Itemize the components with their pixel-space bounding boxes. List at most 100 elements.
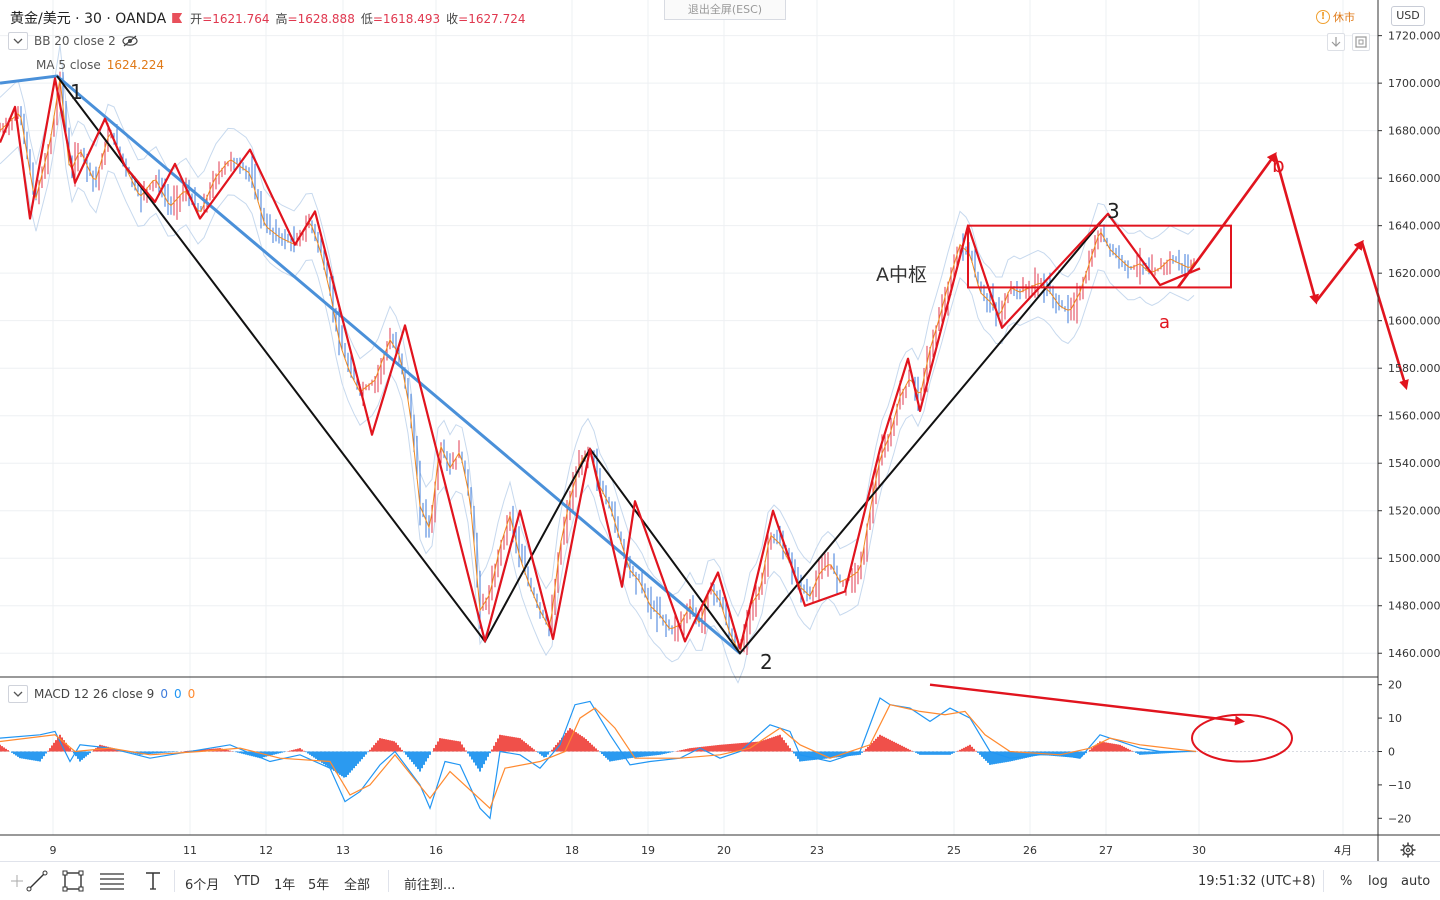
price-tick-label: 1640.000 bbox=[1388, 220, 1440, 233]
projection-arrow bbox=[1360, 241, 1409, 391]
toolbar-separator bbox=[1323, 870, 1324, 892]
macd-hist-value: 0 bbox=[187, 687, 196, 701]
gear-icon[interactable] bbox=[1400, 842, 1416, 858]
price-tick-label: 1680.000 bbox=[1388, 125, 1440, 138]
range-5y-button[interactable]: 5年 bbox=[308, 878, 330, 893]
toolbar-separator bbox=[174, 870, 175, 892]
zhongshu-label: A中枢 bbox=[876, 264, 927, 286]
grid-lines bbox=[0, 0, 1378, 835]
wave-label-3: 3 bbox=[1107, 199, 1120, 223]
projection-arrow bbox=[1314, 239, 1364, 303]
macd-tick-label: 0 bbox=[1388, 745, 1395, 758]
time-tick-label: 27 bbox=[1099, 844, 1113, 857]
macd-tick-label: −20 bbox=[1388, 812, 1411, 825]
range-all-button[interactable]: 全部 bbox=[344, 878, 371, 893]
clock-display[interactable]: 19:51:32 (UTC+8) bbox=[1198, 874, 1316, 889]
time-tick-label: 9 bbox=[50, 844, 57, 857]
time-tick-label: 19 bbox=[641, 844, 655, 857]
axes: 1460.000 1480.000 1500.000 1520.000 1540.000… bbox=[0, 0, 1440, 861]
range-1y-button[interactable]: 1年 bbox=[274, 878, 296, 893]
market-closed-badge[interactable]: ! 休市 bbox=[1316, 9, 1355, 25]
hidden-eye-icon[interactable] bbox=[122, 35, 138, 47]
time-tick-label: 4月 bbox=[1334, 844, 1352, 857]
symbol-title[interactable]: 黄金/美元 · 30 · OANDA bbox=[10, 11, 167, 27]
macd-value: 0 bbox=[160, 687, 168, 701]
cursor-tool-button[interactable] bbox=[2, 867, 32, 895]
bb-label[interactable]: BB 20 close 2 bbox=[34, 34, 116, 48]
fullscreen-icon bbox=[1355, 36, 1367, 48]
macd-signal-value: 0 bbox=[173, 687, 182, 701]
time-tick-label: 18 bbox=[565, 844, 579, 857]
wave-label-b: b bbox=[1272, 153, 1285, 177]
symbol-legend: 黄金/美元 · 30 · OANDA 开=1621.764 高=1628.888… bbox=[10, 8, 525, 28]
price-tick-label: 1600.000 bbox=[1388, 315, 1440, 328]
zhongshu-rect bbox=[967, 224, 1232, 289]
zhongshu-box bbox=[967, 224, 1232, 289]
scroll-down-button[interactable] bbox=[1327, 33, 1345, 51]
flag-icon[interactable] bbox=[172, 13, 183, 23]
chevron-down-icon bbox=[13, 691, 23, 697]
black-zigzag bbox=[56, 75, 1109, 655]
crosshair-icon bbox=[11, 875, 23, 887]
exit-fullscreen-button[interactable]: 退出全屏(ESC) bbox=[664, 0, 786, 20]
annotation-labels: 1 2 3 a b A中枢 bbox=[70, 80, 1285, 674]
chevron-down-icon bbox=[13, 38, 23, 44]
wave-label-2: 2 bbox=[760, 650, 773, 674]
trendline-icon bbox=[26, 870, 48, 892]
ma-legend: MA 5 close 1624.224 bbox=[36, 58, 164, 72]
range-6m-button[interactable]: 6个月 bbox=[185, 878, 220, 893]
price-tick-label: 1580.000 bbox=[1388, 362, 1440, 375]
currency-button[interactable]: USD bbox=[1391, 6, 1425, 26]
price-tick-label: 1660.000 bbox=[1388, 172, 1440, 185]
chart-canvas[interactable]: 1460.000 1480.000 1500.000 1520.000 1540.000… bbox=[0, 0, 1440, 861]
text-icon bbox=[146, 872, 160, 890]
time-tick-label: 16 bbox=[429, 844, 443, 857]
fib-tool-button[interactable] bbox=[97, 867, 127, 895]
price-tick-label: 1540.000 bbox=[1388, 457, 1440, 470]
red-zigzag bbox=[0, 77, 1201, 650]
percent-scale-button[interactable]: % bbox=[1340, 874, 1353, 889]
bb-upper-line bbox=[0, 45, 1195, 618]
auto-scale-button[interactable]: auto bbox=[1401, 874, 1431, 889]
projection-arrow bbox=[1176, 151, 1277, 289]
toolbar-separator bbox=[388, 870, 389, 892]
fullscreen-button[interactable] bbox=[1352, 33, 1370, 51]
macd-line bbox=[0, 697, 1196, 820]
time-tick-label: 13 bbox=[336, 844, 350, 857]
goto-date-button[interactable]: 前往到... bbox=[404, 878, 456, 893]
macd-label[interactable]: MACD 12 26 close 9 bbox=[34, 687, 155, 701]
price-tick-label: 1500.000 bbox=[1388, 552, 1440, 565]
price-series bbox=[0, 71, 1195, 656]
ohlc-high: 高=1628.888 bbox=[275, 11, 355, 26]
macd-tick-label: 10 bbox=[1388, 712, 1402, 725]
warning-icon: ! bbox=[1316, 10, 1330, 24]
signal-line bbox=[0, 704, 1197, 810]
time-tick-label: 12 bbox=[259, 844, 273, 857]
price-tick-label: 1620.000 bbox=[1388, 267, 1440, 280]
price-tick-label: 1480.000 bbox=[1388, 600, 1440, 613]
projection-arrow bbox=[1273, 154, 1319, 305]
ma-label[interactable]: MA 5 close bbox=[36, 58, 101, 72]
ohlc-open: 开=1621.764 bbox=[190, 11, 270, 26]
market-closed-label: 休市 bbox=[1333, 11, 1355, 24]
price-tick-label: 1720.000 bbox=[1388, 30, 1440, 43]
wave-label-1: 1 bbox=[70, 80, 83, 104]
ohlc-low: 低=1618.493 bbox=[360, 11, 441, 26]
macd-divergence-arrow bbox=[929, 683, 1245, 726]
trendline-tool-button[interactable] bbox=[22, 867, 52, 895]
macd-pane bbox=[0, 676, 1378, 820]
macd-collapse-button[interactable] bbox=[8, 685, 28, 703]
collapse-legend-button[interactable] bbox=[8, 32, 28, 50]
rectangle-icon bbox=[62, 870, 84, 892]
range-ytd-button[interactable]: YTD bbox=[234, 874, 260, 889]
price-tick-label: 1560.000 bbox=[1388, 410, 1440, 423]
text-tool-button[interactable] bbox=[138, 867, 168, 895]
log-scale-button[interactable]: log bbox=[1368, 874, 1388, 889]
bb-lower-line bbox=[0, 111, 1195, 684]
fib-lines-icon bbox=[100, 873, 124, 890]
ma-value: 1624.224 bbox=[106, 58, 164, 72]
rectangle-tool-button[interactable] bbox=[58, 867, 88, 895]
time-tick-label: 23 bbox=[810, 844, 824, 857]
time-tick-label: 26 bbox=[1023, 844, 1037, 857]
time-tick-label: 20 bbox=[717, 844, 731, 857]
